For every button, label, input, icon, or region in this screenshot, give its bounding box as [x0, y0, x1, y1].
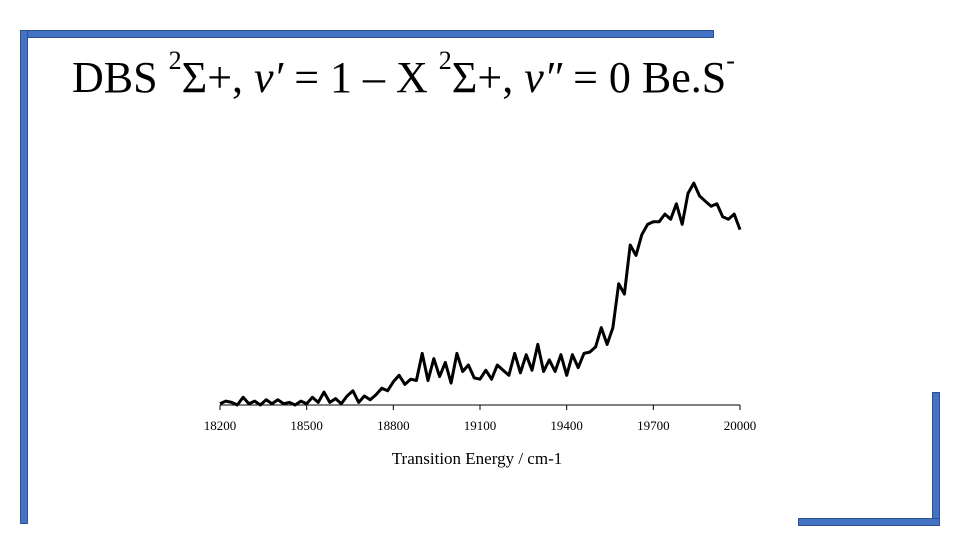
x-tick-label: 19100	[464, 418, 497, 433]
frame-bottom-bar	[798, 518, 940, 526]
x-tick-label: 19700	[637, 418, 670, 433]
title-state2-multiplicity: 2	[438, 46, 452, 75]
x-tick-label: 18800	[377, 418, 410, 433]
x-tick-label: 20000	[724, 418, 757, 433]
title-charge: -	[726, 46, 735, 75]
title-state1-multiplicity: 2	[168, 46, 182, 75]
x-tick-label: 18200	[204, 418, 237, 433]
title-state2-level: = 0 Be.S	[562, 53, 727, 102]
x-tick-label: 19400	[550, 418, 583, 433]
title-state2-term: Σ+,	[451, 53, 525, 102]
frame-left-bar	[20, 30, 28, 524]
slide-title: DBS 2Σ+, v′ = 1 – X 2Σ+, v″ = 0 Be.S-	[72, 48, 792, 103]
spectrum-series-line	[219, 181, 742, 407]
title-state1-level: = 1 – X	[283, 53, 439, 102]
title-prefix: DBS	[72, 53, 169, 102]
title-state2-vibrational: v″	[524, 53, 563, 102]
x-axis-title: Transition Energy / cm-1	[392, 449, 562, 468]
title-state1-vibrational: v′	[254, 53, 284, 102]
x-axis-tick-labels: 18200 18500 18800 19100 19400 19700 20000	[204, 418, 757, 433]
x-axis-ticks	[219, 405, 741, 410]
x-tick-label: 18500	[290, 418, 323, 433]
title-state1-term: Σ+,	[181, 53, 255, 102]
